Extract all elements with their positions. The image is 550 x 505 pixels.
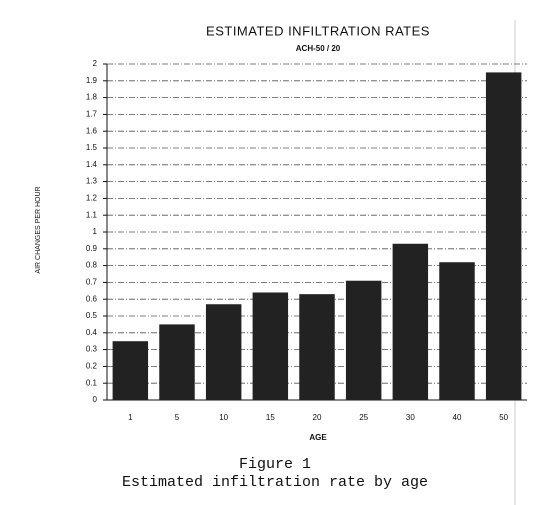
bar [439, 262, 475, 400]
x-tick-label: 40 [453, 413, 462, 422]
x-tick-label: 30 [406, 413, 415, 422]
bar [159, 324, 195, 400]
bar [112, 341, 149, 400]
bar [485, 72, 522, 401]
caption-line: Estimated infiltration rate by age [122, 474, 428, 491]
caption-line: Figure 1 [239, 456, 311, 473]
x-tick-label: 15 [266, 413, 275, 422]
bar [392, 243, 429, 400]
y-tick-label: 1.8 [86, 93, 98, 102]
y-tick-label: 0.3 [86, 345, 98, 354]
x-tick-label: 20 [313, 413, 322, 422]
y-tick-label: 1.1 [86, 210, 98, 219]
y-tick-label: 0.6 [86, 294, 98, 303]
y-tick-label: 1.9 [86, 76, 98, 85]
y-tick-label: 1.5 [86, 143, 98, 152]
x-tick-label: 1 [128, 413, 133, 422]
y-tick-label: 0.1 [86, 378, 98, 387]
y-tick-label: 0 [93, 395, 98, 404]
chart-title: ESTIMATED INFILTRATION RATES [206, 23, 430, 38]
x-axis-label: AGE [309, 433, 327, 442]
bar [299, 294, 335, 400]
y-tick-label: 1.7 [86, 110, 98, 119]
bar [345, 280, 382, 400]
x-tick-label: 5 [175, 413, 180, 422]
y-tick-label: 0.5 [86, 311, 98, 320]
y-tick-label: 0.7 [86, 278, 98, 287]
y-tick-label: 0.4 [86, 328, 98, 337]
y-tick-label: 1.2 [86, 194, 98, 203]
chart-subtitle: ACH-50 / 20 [296, 44, 341, 53]
y-axis-label: AIR CHANGES PER HOUR [35, 186, 42, 273]
y-tick-label: 1.6 [86, 126, 98, 135]
y-tick-label: 0.2 [86, 362, 98, 371]
x-tick-label: 25 [359, 413, 368, 422]
bar [205, 304, 242, 400]
y-tick-label: 0.8 [86, 261, 98, 270]
bar [252, 292, 289, 400]
x-tick-label: 50 [499, 413, 508, 422]
y-tick-label: 1 [93, 227, 98, 236]
y-tick-label: 0.9 [86, 244, 98, 253]
y-tick-label: 1.3 [86, 177, 98, 186]
y-tick-label: 1.4 [86, 160, 98, 169]
x-tick-label: 10 [219, 413, 228, 422]
y-tick-label: 2 [93, 59, 98, 68]
